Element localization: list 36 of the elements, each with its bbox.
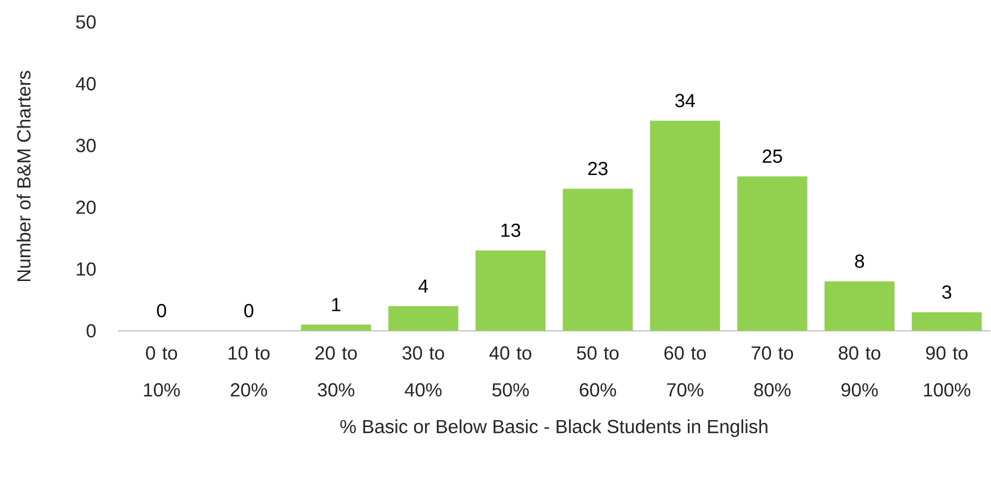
category-label: 20 to 30% bbox=[315, 346, 357, 397]
data-label: 13 bbox=[501, 224, 520, 238]
category-label: 10 to 20% bbox=[228, 346, 270, 397]
y-axis-title: Number of B&M Charters bbox=[16, 71, 31, 282]
y-tick-label: 20 bbox=[76, 200, 96, 214]
category-label: 0 to 10% bbox=[144, 346, 180, 397]
category-label: 80 to 90% bbox=[838, 346, 880, 397]
y-tick-label: 50 bbox=[76, 15, 96, 29]
bar bbox=[388, 306, 458, 331]
data-label: 1 bbox=[332, 298, 340, 312]
data-label: 3 bbox=[942, 286, 952, 299]
y-tick-label: 40 bbox=[76, 77, 96, 91]
bar bbox=[476, 250, 546, 331]
data-label: 4 bbox=[418, 280, 428, 293]
bar bbox=[650, 120, 720, 331]
y-tick-label: 10 bbox=[76, 262, 96, 276]
x-axis-title: % Basic or Below Basic - Black Students in English bbox=[340, 420, 768, 438]
bar bbox=[562, 188, 633, 331]
category-label: 50 to 60% bbox=[576, 346, 619, 397]
category-label: 70 to 80% bbox=[752, 346, 794, 397]
bar bbox=[824, 282, 895, 331]
data-label: 34 bbox=[675, 94, 695, 108]
category-label: 60 to 70% bbox=[664, 346, 706, 397]
category-label: 90 to 100% bbox=[924, 346, 970, 397]
bar bbox=[301, 324, 372, 331]
data-label: 0 bbox=[244, 304, 254, 318]
bar bbox=[737, 176, 808, 331]
y-tick-label: 30 bbox=[76, 138, 96, 152]
data-label: 0 bbox=[157, 304, 166, 318]
category-label: 30 to 40% bbox=[402, 346, 444, 397]
y-tick-label: 0 bbox=[86, 324, 96, 338]
data-label: 8 bbox=[855, 254, 864, 268]
data-label: 25 bbox=[762, 150, 782, 164]
data-label: 23 bbox=[588, 162, 608, 176]
category-label: 40 to 50% bbox=[489, 346, 532, 397]
bar bbox=[912, 312, 982, 331]
